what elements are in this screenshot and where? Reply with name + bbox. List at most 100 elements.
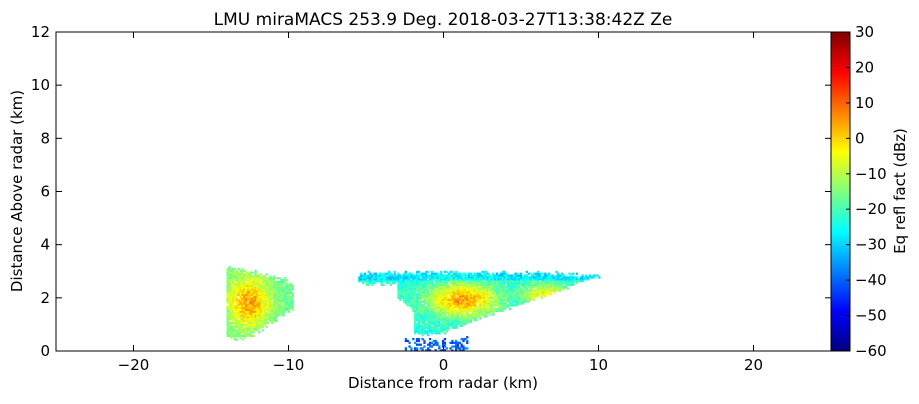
echo-cell xyxy=(415,289,419,292)
echo-cell xyxy=(562,274,566,277)
echo-cell xyxy=(508,304,512,307)
echo-cell xyxy=(408,281,411,285)
echo-cell xyxy=(248,308,252,311)
echo-cell xyxy=(402,294,406,298)
echo-cell xyxy=(241,299,244,302)
echo-cell xyxy=(245,312,248,315)
echo-cell xyxy=(512,274,515,277)
echo-cell xyxy=(438,320,441,324)
echo-cell xyxy=(464,306,467,309)
echo-cell xyxy=(241,321,244,325)
echo-cell xyxy=(566,278,569,281)
echo-cell xyxy=(397,293,400,296)
echo-cell xyxy=(454,272,458,275)
echo-cell xyxy=(453,320,456,324)
echo-cell xyxy=(486,300,489,303)
echo-cell xyxy=(534,285,538,288)
echo-cell xyxy=(490,309,493,313)
echo-cell xyxy=(443,315,447,318)
echo-cell xyxy=(456,300,460,303)
echo-cell xyxy=(237,323,240,326)
echo-cell xyxy=(428,291,432,294)
echo-cell xyxy=(518,293,521,296)
echo-cell xyxy=(393,276,396,279)
echo-cell xyxy=(570,274,573,277)
echo-cell xyxy=(441,302,445,305)
echo-cell xyxy=(274,291,278,295)
echo-cell xyxy=(460,343,463,346)
echo-cell xyxy=(233,334,237,338)
echo-cell xyxy=(365,274,368,277)
echo-cell xyxy=(273,297,276,300)
echo-cell xyxy=(445,283,448,286)
echo-cell xyxy=(560,287,564,290)
echo-cell xyxy=(278,299,281,302)
echo-cell xyxy=(263,308,266,311)
echo-cell xyxy=(494,278,497,281)
echo-cell xyxy=(259,321,263,325)
echo-cell xyxy=(280,280,283,284)
echo-cell xyxy=(469,298,473,301)
echo-cell xyxy=(508,294,512,298)
echo-cell xyxy=(419,278,422,281)
echo-cell xyxy=(438,332,441,335)
echo-cell xyxy=(473,307,476,311)
echo-cell xyxy=(291,301,294,304)
echo-cell xyxy=(508,287,512,290)
echo-cell xyxy=(271,288,274,291)
echo-cell xyxy=(254,312,257,315)
echo-cell xyxy=(237,291,240,295)
echo-cell xyxy=(494,281,497,285)
echo-cell xyxy=(481,311,484,314)
echo-cell xyxy=(423,280,426,283)
echo-cell xyxy=(473,311,476,314)
echo-cell xyxy=(371,280,374,283)
echo-cell xyxy=(471,293,474,296)
echo-cell xyxy=(228,332,231,336)
echo-cell xyxy=(505,298,508,301)
echo-cell xyxy=(518,283,521,286)
echo-cell xyxy=(267,299,270,302)
echo-cell xyxy=(531,293,534,296)
echo-cell xyxy=(536,294,540,298)
echo-cell xyxy=(436,304,439,307)
echo-cell xyxy=(441,298,445,301)
echo-cell xyxy=(443,313,447,316)
echo-cell xyxy=(258,301,261,304)
echo-cell xyxy=(421,313,424,316)
echo-cell xyxy=(486,293,489,296)
echo-cell xyxy=(568,278,571,281)
echo-cell xyxy=(269,310,272,313)
echo-cell xyxy=(228,306,231,310)
echo-cell xyxy=(389,274,393,277)
echo-cell xyxy=(469,280,473,283)
echo-cell xyxy=(246,295,250,298)
echo-cell xyxy=(423,296,426,300)
echo-cell xyxy=(488,281,491,285)
echo-cell xyxy=(434,307,437,311)
echo-cell xyxy=(404,347,408,350)
echo-cell xyxy=(467,319,471,322)
echo-cell xyxy=(432,294,435,298)
echo-cell xyxy=(432,306,435,309)
echo-cell xyxy=(423,304,426,307)
echo-cell xyxy=(256,327,259,330)
echo-cell xyxy=(456,283,460,286)
echo-cell xyxy=(443,326,447,329)
echo-cell xyxy=(475,298,478,301)
echo-cell xyxy=(428,315,432,318)
echo-cell xyxy=(521,289,525,292)
echo-cell xyxy=(428,294,432,298)
echo-cell xyxy=(529,289,532,292)
echo-cell xyxy=(553,281,556,285)
echo-cell xyxy=(460,289,463,292)
echo-cell xyxy=(376,274,380,277)
echo-cell xyxy=(453,300,456,303)
echo-cell xyxy=(560,272,564,275)
echo-cell xyxy=(449,309,452,313)
echo-cell xyxy=(267,288,270,291)
echo-cell xyxy=(287,297,291,300)
echo-cell xyxy=(410,280,413,283)
echo-cell xyxy=(376,276,380,279)
echo-cell xyxy=(284,295,287,298)
